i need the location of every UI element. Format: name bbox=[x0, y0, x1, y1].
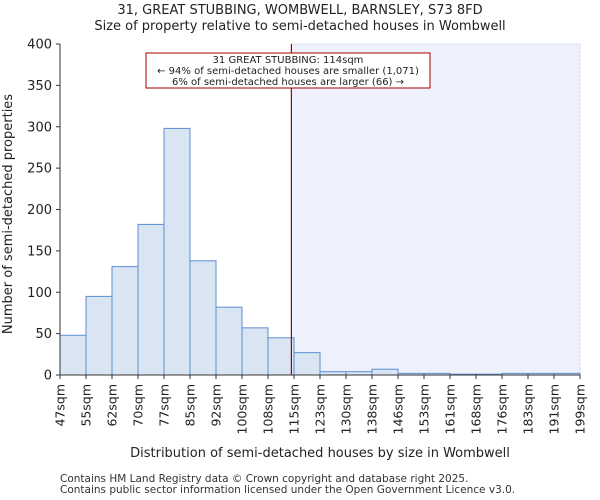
y-tick-label: 250 bbox=[27, 162, 52, 177]
histogram-bar bbox=[267, 337, 295, 376]
x-tick-label: 77sqm bbox=[157, 384, 172, 427]
histogram-bar bbox=[163, 127, 191, 376]
chart-subtitle: Size of property relative to semi-detach… bbox=[94, 19, 506, 34]
annotation-box bbox=[145, 52, 431, 89]
y-tick-label: 300 bbox=[27, 120, 52, 135]
y-tick-label: 200 bbox=[27, 203, 52, 218]
annotation-line1: 31 GREAT STUBBING: 114sqm bbox=[213, 55, 364, 66]
histogram-bar bbox=[137, 223, 165, 376]
histogram-bar bbox=[241, 327, 269, 376]
x-tick-label: 146sqm bbox=[391, 384, 406, 434]
chart-title: 31, GREAT STUBBING, WOMBWELL, BARNSLEY, … bbox=[0, 3, 600, 35]
annotation-layer: 31 GREAT STUBBING: 114sqm ← 94% of semi-… bbox=[145, 52, 431, 89]
x-tick-label: 115sqm bbox=[287, 384, 302, 434]
x-tick-label: 100sqm bbox=[235, 384, 250, 434]
x-tick-label: 47sqm bbox=[53, 384, 68, 427]
y-tick-label: 100 bbox=[27, 286, 52, 301]
y-tick-label: 400 bbox=[27, 38, 52, 53]
x-axis-label: Distribution of semi-detached houses by … bbox=[130, 446, 510, 461]
histogram-bar bbox=[85, 295, 113, 376]
x-tick-label: 123sqm bbox=[313, 384, 328, 434]
histogram-bar bbox=[371, 368, 399, 376]
x-tick-label: 153sqm bbox=[417, 384, 432, 434]
x-tick-label: 108sqm bbox=[261, 384, 276, 434]
x-tick-label: 62sqm bbox=[105, 384, 120, 427]
x-tick-label: 92sqm bbox=[209, 384, 224, 427]
y-tick-label: 350 bbox=[27, 79, 52, 94]
histogram-bar bbox=[293, 352, 321, 376]
x-tick-label: 85sqm bbox=[183, 384, 198, 427]
annotation-line2: ← 94% of semi-detached houses are smalle… bbox=[157, 66, 419, 77]
x-ticks-layer: 47sqm 55sqm 62sqm 70sqm 77sqm 85sqm 92sqm 100sq… bbox=[53, 375, 588, 434]
x-tick-label: 183sqm bbox=[521, 384, 536, 434]
y-tick-label: 0 bbox=[44, 369, 52, 384]
y-tick-label: 150 bbox=[27, 244, 52, 259]
larger-region-shade bbox=[291, 44, 580, 375]
footer: Contains HM Land Registry data © Crown c… bbox=[60, 474, 515, 496]
histogram-bar bbox=[215, 306, 243, 376]
x-tick-label: 199sqm bbox=[573, 384, 588, 434]
footer-line2: Contains public sector information licen… bbox=[60, 484, 516, 496]
x-tick-label: 130sqm bbox=[339, 384, 354, 434]
x-tick-label: 176sqm bbox=[495, 384, 510, 434]
x-tick-label: 168sqm bbox=[469, 384, 484, 434]
x-tick-label: 161sqm bbox=[443, 384, 458, 434]
histogram-bar bbox=[59, 334, 87, 376]
y-axis-label: Number of semi-detached properties bbox=[1, 94, 16, 334]
x-tick-label: 70sqm bbox=[131, 384, 146, 427]
annotation-line3: 6% of semi-detached houses are larger (6… bbox=[172, 77, 404, 88]
y-tick-label: 50 bbox=[35, 327, 52, 342]
x-tick-label: 138sqm bbox=[365, 384, 380, 434]
x-tick-label: 191sqm bbox=[547, 384, 562, 434]
histogram-bar bbox=[111, 266, 139, 376]
footer-line1: Contains HM Land Registry data © Crown c… bbox=[60, 473, 469, 485]
chart-title-line1: 31, GREAT STUBBING, WOMBWELL, BARNSLEY, … bbox=[117, 3, 483, 18]
larger-region-layer bbox=[290, 43, 581, 376]
histogram-bar bbox=[189, 260, 217, 376]
x-tick-label: 55sqm bbox=[79, 384, 94, 427]
y-ticks-layer: 0 50 100 150 200 250 300 350 400 bbox=[27, 38, 60, 384]
